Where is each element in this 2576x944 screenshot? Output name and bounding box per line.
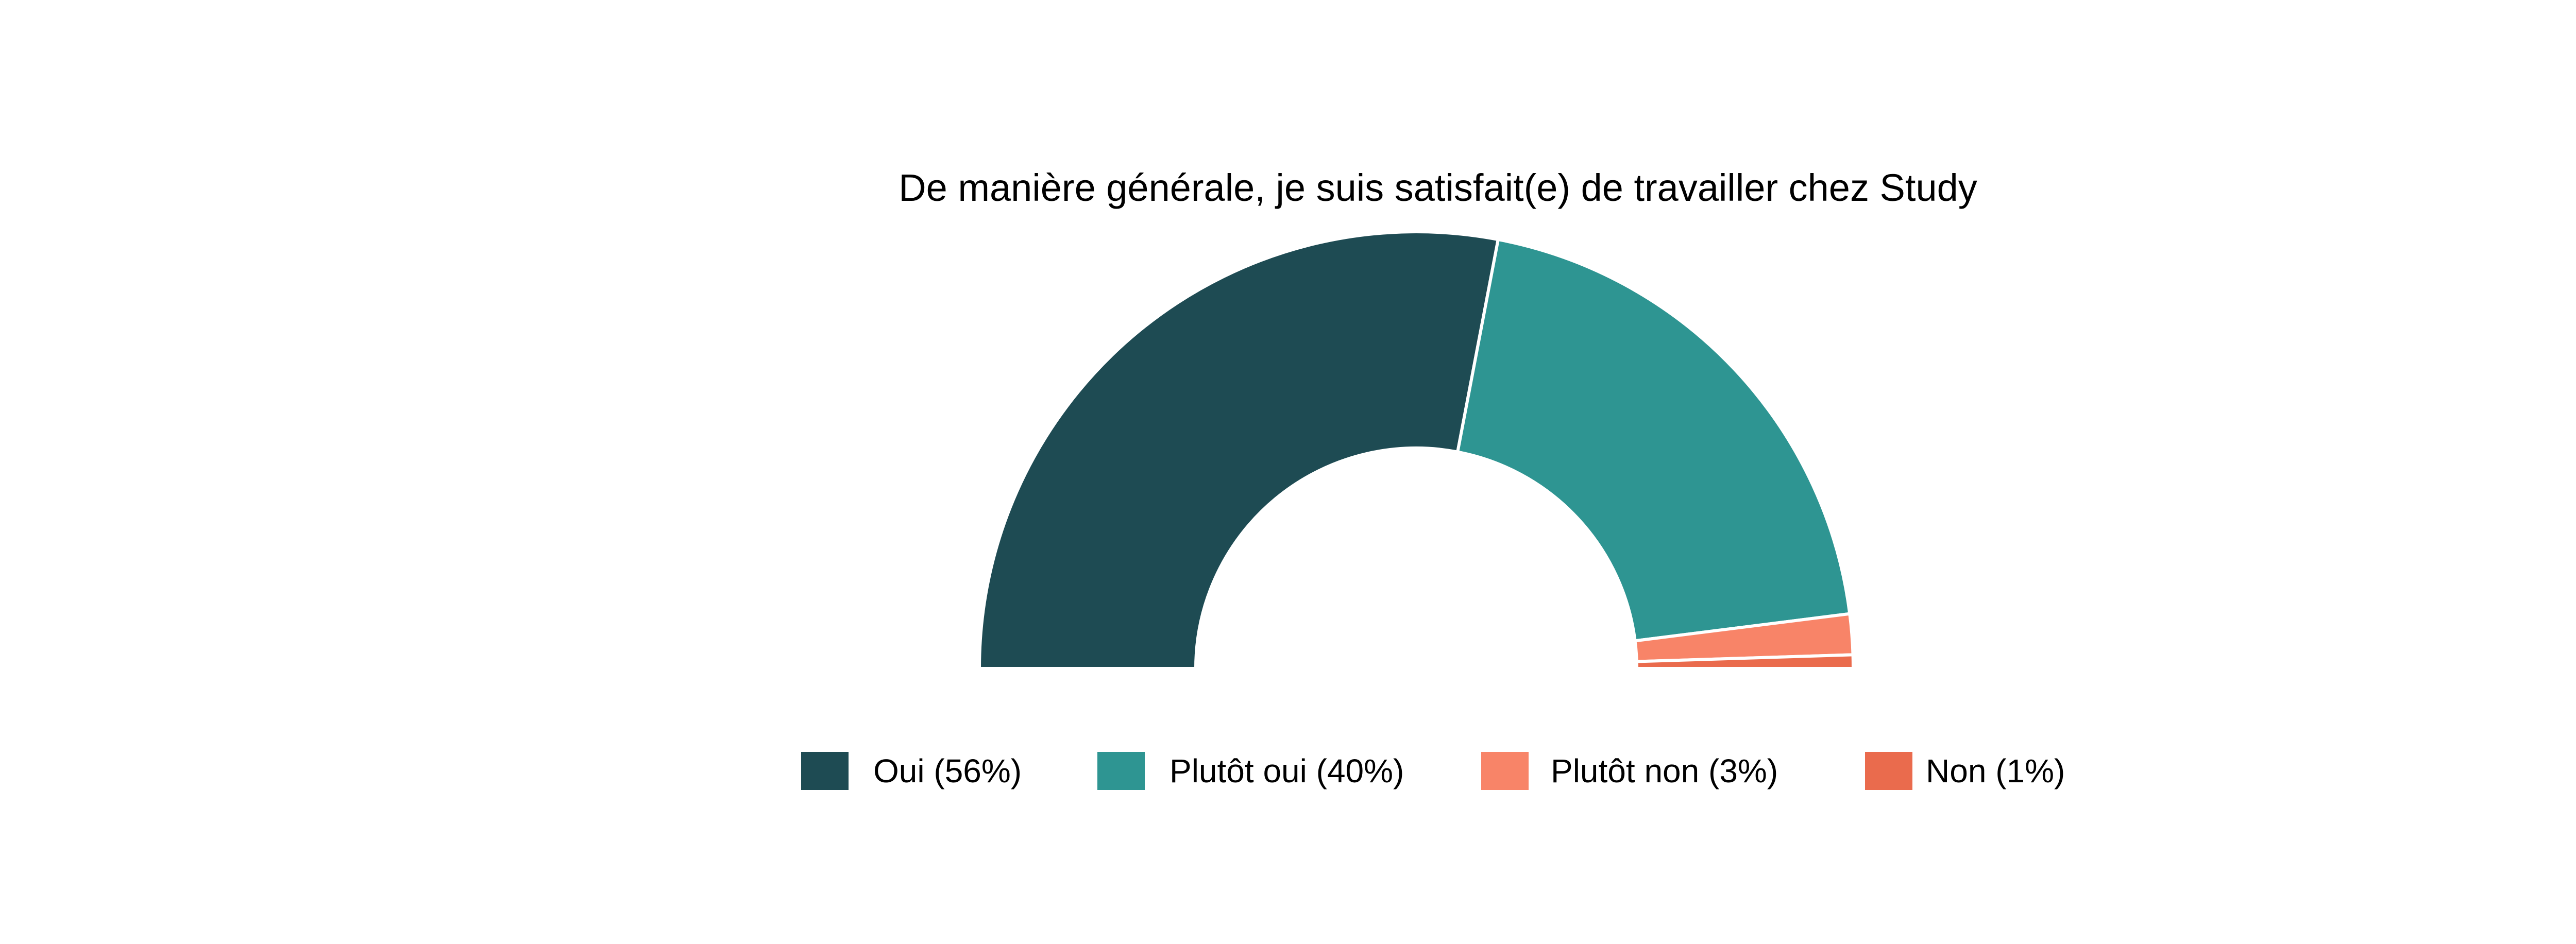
legend-label-3: Plutôt non (3%) (1551, 752, 1778, 789)
slice-4 (1635, 653, 1855, 670)
slices-group (977, 230, 1855, 670)
legend-label-4: Non (1%) (1926, 752, 2065, 789)
legend: Oui (56%) Plutôt oui (40%) Plutôt non (3%)… (801, 752, 2065, 790)
slice-1 (977, 230, 1500, 670)
legend-label-1: Oui (56%) (873, 752, 1022, 789)
chart-title: De manière générale, je suis satisfait(e… (899, 166, 1977, 209)
legend-swatch-3 (1481, 752, 1529, 790)
legend-swatch-1 (801, 752, 849, 790)
legend-swatch-2 (1097, 752, 1145, 790)
legend-swatch-4 (1865, 752, 1912, 790)
legend-label-2: Plutôt oui (40%) (1170, 752, 1404, 789)
slice-2 (1455, 237, 1852, 643)
